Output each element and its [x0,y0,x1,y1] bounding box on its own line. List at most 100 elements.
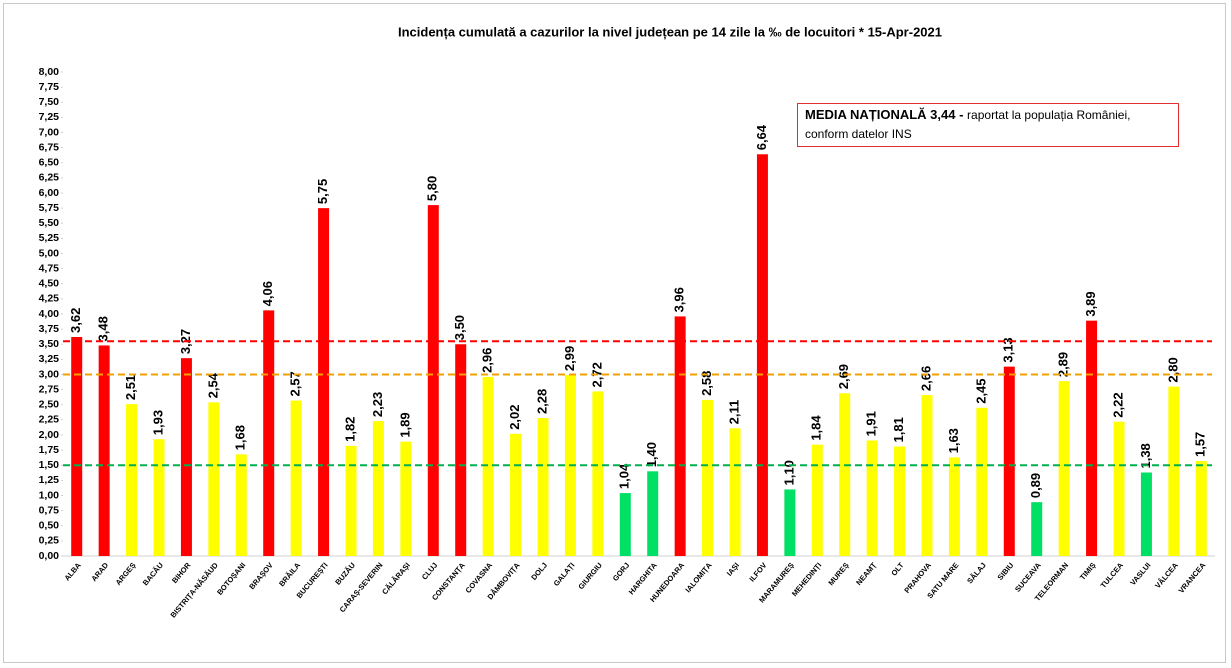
value-label: 2,69 [836,364,851,389]
bar [482,376,494,556]
bar [948,457,960,556]
bar [98,345,110,556]
y-tick-label: 8,00 [39,66,60,78]
y-tick-label: 5,50 [39,217,60,229]
bar [208,402,220,556]
y-tick-label: 3,50 [39,338,60,350]
chart-title: Incidența cumulată a cazurilor la nivel … [398,24,942,39]
value-label: 1,89 [397,412,412,437]
value-label: 5,80 [425,176,440,201]
value-label: 2,23 [370,392,385,417]
bar [1086,320,1098,556]
bar [976,407,988,556]
y-tick-label: 0,50 [39,520,60,532]
bar [647,471,659,556]
value-label: 2,57 [288,371,303,396]
y-tick-label: 3,75 [39,323,60,335]
value-label: 2,80 [1165,357,1180,382]
value-label: 2,02 [507,404,522,429]
value-label: 3,62 [68,308,83,333]
value-label: 3,50 [452,315,467,340]
bar [318,208,330,556]
y-tick-label: 2,25 [39,414,60,426]
bar [510,433,522,556]
y-tick-label: 3,00 [39,368,60,380]
value-label: 1,82 [342,417,357,442]
value-label: 1,04 [617,463,632,489]
y-tick-label: 2,50 [39,399,60,411]
value-label: 1,63 [946,428,961,453]
y-tick-label: 3,25 [39,353,60,365]
annotation: MEDIA NAȚIONALĂ 3,44 - raportat la popul… [805,107,1130,122]
bar [235,454,247,556]
y-tick-label: 2,00 [39,429,60,441]
value-label: 3,13 [1001,337,1016,362]
bar [784,489,796,556]
y-tick-label: 6,25 [39,172,60,184]
bar [71,336,83,556]
y-tick-label: 6,50 [39,157,60,169]
bar [372,421,384,556]
value-label: 1,38 [1138,443,1153,468]
bar [1113,421,1125,556]
value-label: 2,89 [1056,352,1071,377]
value-label: 2,45 [973,378,988,403]
y-tick-label: 1,00 [39,489,60,501]
value-label: 1,68 [233,425,248,450]
bar [894,446,906,556]
bar [729,428,741,556]
value-label: 2,28 [534,389,549,414]
y-tick-label: 1,25 [39,474,60,486]
bar [811,444,823,556]
value-label: 1,84 [809,415,824,441]
value-label: 2,96 [480,348,495,373]
bar [1031,502,1043,556]
value-label: 3,96 [672,287,687,312]
bar [345,445,357,556]
y-tick-label: 4,25 [39,293,60,305]
y-tick-label: 4,00 [39,308,60,320]
bar [921,395,933,556]
y-tick-label: 1,50 [39,459,60,471]
y-tick-label: 6,75 [39,141,60,153]
y-tick-label: 4,75 [39,262,60,274]
annotation-text: raportat la populația României, [967,108,1130,122]
value-label: 0,89 [1028,473,1043,498]
bar [839,393,851,556]
bar [619,493,631,556]
bar [126,404,138,556]
value-label: 2,54 [205,372,220,398]
y-tick-label: 2,75 [39,383,60,395]
y-tick-label: 5,25 [39,232,60,244]
y-tick-label: 6,00 [39,187,60,199]
bar [756,154,768,556]
bar [290,400,302,556]
bar [592,391,604,556]
bar [866,440,878,556]
y-tick-label: 7,75 [39,81,60,93]
value-label: 1,10 [781,460,796,485]
bar [1140,472,1152,556]
y-tick-label: 4,50 [39,278,60,290]
value-label: 2,51 [123,375,138,400]
value-label: 6,64 [754,124,769,150]
value-label: 2,66 [918,366,933,391]
bar [537,418,549,556]
bar [263,310,275,556]
value-label: 1,57 [1193,432,1208,457]
value-label: 4,06 [260,281,275,306]
bar [153,439,165,556]
y-tick-label: 0,75 [39,504,60,516]
y-tick-label: 7,50 [39,96,60,108]
value-label: 1,91 [864,411,879,436]
bar [427,205,439,556]
y-tick-label: 7,00 [39,126,60,138]
bar [702,399,714,556]
value-label: 1,81 [891,417,906,442]
y-tick-label: 0,25 [39,535,60,547]
y-tick-label: 5,00 [39,247,60,259]
annotation-bold: MEDIA NAȚIONALĂ 3,44 - [805,107,963,122]
value-label: 2,11 [726,400,741,425]
bar [1003,366,1015,556]
